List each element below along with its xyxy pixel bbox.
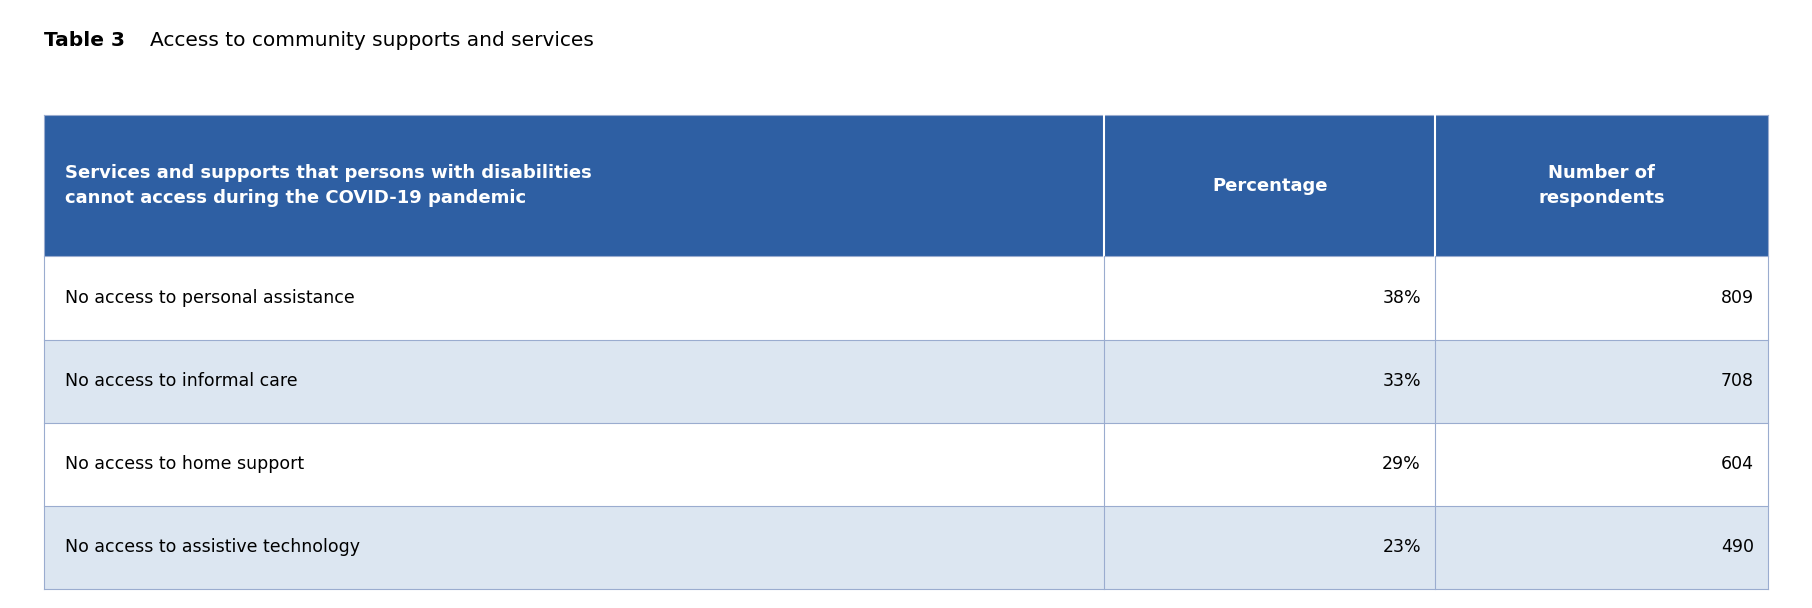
Bar [43, 339, 1769, 423]
Bar [43, 423, 1769, 506]
Text: Services and supports that persons with disabilities
cannot access during the CO: Services and supports that persons with … [65, 164, 593, 207]
Text: No access to informal care: No access to informal care [65, 372, 299, 390]
Text: No access to personal assistance: No access to personal assistance [65, 289, 355, 307]
Text: 708: 708 [1721, 372, 1754, 390]
Bar [43, 115, 1769, 257]
Text: Number of
respondents: Number of respondents [1538, 164, 1665, 207]
Text: 23%: 23% [1383, 538, 1421, 556]
Text: 33%: 33% [1383, 372, 1421, 390]
Text: 38%: 38% [1383, 289, 1421, 307]
Bar [43, 506, 1769, 589]
Text: 604: 604 [1721, 455, 1754, 473]
Text: 29%: 29% [1383, 455, 1421, 473]
Text: No access to assistive technology: No access to assistive technology [65, 538, 361, 556]
Text: 490: 490 [1721, 538, 1754, 556]
Text: No access to home support: No access to home support [65, 455, 304, 473]
Text: Percentage: Percentage [1212, 177, 1328, 195]
Text: Table 3: Table 3 [43, 31, 125, 50]
Text: Access to community supports and services: Access to community supports and service… [150, 31, 594, 50]
Text: 809: 809 [1721, 289, 1754, 307]
Bar [43, 257, 1769, 339]
